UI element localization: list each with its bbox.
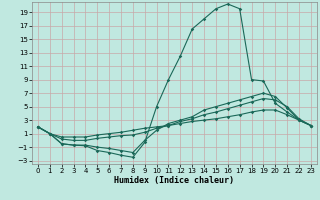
- X-axis label: Humidex (Indice chaleur): Humidex (Indice chaleur): [115, 176, 234, 185]
